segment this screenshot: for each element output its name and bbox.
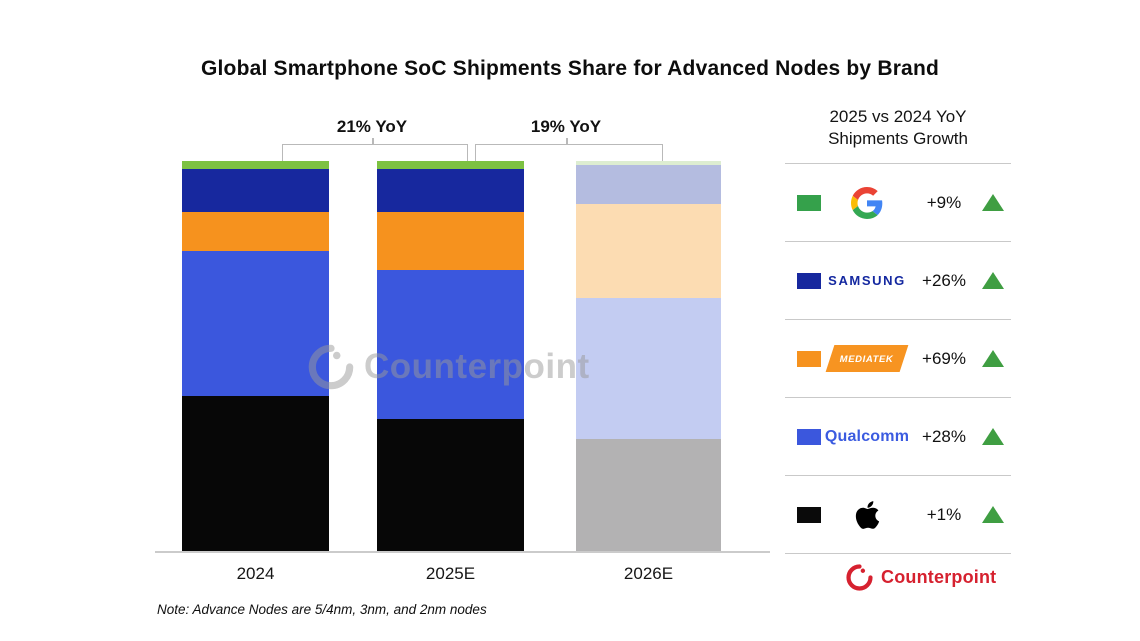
up-triangle-icon <box>982 272 1004 289</box>
mediatek-logo: MEDIATEK <box>825 345 909 372</box>
up-triangle-icon <box>982 428 1004 445</box>
yoy-bracket-tick-1 <box>372 138 374 145</box>
bar-segment-samsung-2025E <box>377 168 524 212</box>
bar-segment-samsung-2026E <box>576 164 721 204</box>
legend-panel: 2025 vs 2024 YoY Shipments Growth +9% SAM… <box>785 106 1011 554</box>
legend-header-line1: 2025 vs 2024 YoY <box>829 107 967 126</box>
qualcomm-logo-text: Qualcomm <box>824 427 910 445</box>
bar-segment-google-2025E <box>377 161 524 169</box>
counterpoint-ring-icon <box>846 564 873 591</box>
bar-segment-apple-2026E <box>576 438 721 552</box>
legend-row-google: +9% <box>785 164 1011 242</box>
logo-zone: MEDIATEK <box>821 345 913 372</box>
page-title: Global Smartphone SoC Shipments Share fo… <box>200 57 939 80</box>
growth-direction-zone <box>975 428 1011 445</box>
growth-direction-zone <box>975 506 1011 523</box>
yoy-bracket-tick-2 <box>566 138 568 145</box>
legend-header-line2: Shipments Growth <box>828 129 968 149</box>
x-axis-label-2024: 2024 <box>236 564 275 583</box>
bar-segment-mediatek-2024 <box>182 211 329 251</box>
yoy-bracket-1 <box>282 144 468 162</box>
stacked-bar-2025E <box>377 161 524 552</box>
up-triangle-icon <box>982 350 1004 367</box>
legend-row-mediatek: MEDIATEK +69% <box>785 320 1011 398</box>
counterpoint-logo: Counterpoint <box>846 564 996 591</box>
legend-row-qualcomm: Qualcomm +28% <box>785 398 1011 476</box>
samsung-logo-text: SAMSUNG <box>828 273 906 288</box>
x-axis-label-2026E: 2026E <box>623 564 674 583</box>
google-growth-value: +9% <box>926 192 962 212</box>
qualcomm-swatch <box>797 428 821 445</box>
yoy-growth-label-2: 19% YoY <box>530 117 602 136</box>
legend-row-samsung: SAMSUNG +26% <box>785 242 1011 320</box>
bar-segment-mediatek-2026E <box>576 204 721 298</box>
yoy-growth-label-1: 21% YoY <box>336 117 408 136</box>
bar-segment-google-2026E <box>576 161 721 165</box>
bar-segment-apple-2025E <box>377 419 524 552</box>
bar-segment-google-2024 <box>182 161 329 169</box>
growth-direction-zone <box>975 350 1011 367</box>
x-axis-line <box>155 551 770 553</box>
apple-growth-value: +1% <box>926 504 962 524</box>
samsung-swatch <box>797 272 821 289</box>
qualcomm-growth-value: +28% <box>922 426 966 446</box>
legend-rows: +9% SAMSUNG +26% MEDIATEK +69% Qualcomm +28% +1… <box>785 163 1011 554</box>
growth-direction-zone <box>975 194 1011 211</box>
bar-segment-mediatek-2025E <box>377 211 524 271</box>
apple-logo-icon <box>855 500 879 529</box>
up-triangle-icon <box>982 194 1004 211</box>
apple-swatch <box>797 506 821 523</box>
x-axis-label-2025E: 2025E <box>425 564 476 583</box>
mediatek-growth-value: +69% <box>922 348 966 368</box>
google-swatch <box>797 194 821 211</box>
legend-header: 2025 vs 2024 YoY Shipments Growth <box>785 106 1011 151</box>
google-logo-icon <box>851 186 883 219</box>
stacked-bar-2024 <box>182 161 329 552</box>
legend-row-apple: +1% <box>785 476 1011 554</box>
bar-segment-samsung-2024 <box>182 168 329 212</box>
logo-zone <box>821 186 913 219</box>
counterpoint-logo-text: Counterpoint <box>881 567 997 587</box>
mediatek-swatch <box>797 350 821 367</box>
logo-zone: Qualcomm <box>821 428 913 446</box>
footnote: Note: Advance Nodes are 5/4nm, 3nm, and … <box>157 602 487 617</box>
bar-segment-qualcomm-2025E <box>377 270 524 420</box>
growth-direction-zone <box>975 272 1011 289</box>
stacked-bar-2026E <box>576 161 721 552</box>
logo-zone: SAMSUNG <box>821 273 913 288</box>
logo-zone <box>821 498 913 532</box>
samsung-growth-value: +26% <box>922 270 966 290</box>
yoy-bracket-2 <box>475 144 663 162</box>
bar-segment-qualcomm-2026E <box>576 297 721 439</box>
bar-segment-qualcomm-2024 <box>182 250 329 396</box>
up-triangle-icon <box>982 506 1004 523</box>
mediatek-logo-text: MEDIATEK <box>839 354 894 365</box>
bar-segment-apple-2024 <box>182 395 329 552</box>
